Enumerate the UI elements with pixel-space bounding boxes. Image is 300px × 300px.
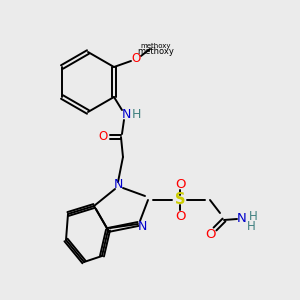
Text: N: N [137,220,147,232]
Text: N: N [121,109,131,122]
Text: O: O [131,52,141,65]
Text: O: O [205,227,215,241]
Text: methoxy: methoxy [141,43,171,49]
Text: N: N [113,178,123,191]
Text: O: O [175,178,185,190]
Text: H: H [249,209,257,223]
Text: O: O [98,130,108,143]
Text: O: O [175,209,185,223]
Text: H: H [247,220,255,233]
Text: S: S [175,193,185,208]
Text: N: N [237,212,247,224]
Text: H: H [131,109,141,122]
Text: methoxy: methoxy [137,47,174,56]
